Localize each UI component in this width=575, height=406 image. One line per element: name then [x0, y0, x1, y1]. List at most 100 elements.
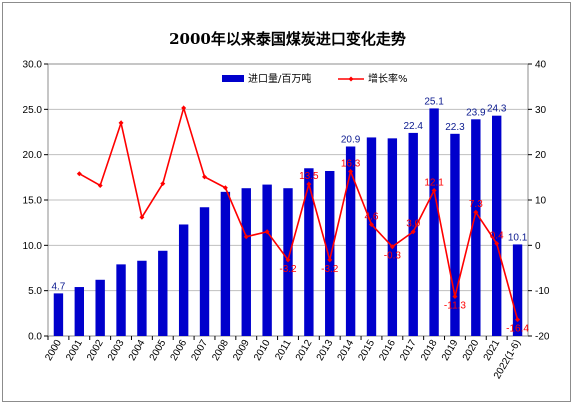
line-data-label: -0.3 — [384, 251, 402, 262]
y2-tick-label: -10 — [535, 286, 550, 297]
x-tick-label: 2020 — [461, 338, 482, 363]
x-tick-label: 2018 — [419, 338, 440, 363]
line-data-label: -16.4 — [506, 324, 529, 335]
line-data-label: -3.2 — [279, 264, 297, 275]
growth-point — [76, 171, 82, 177]
x-tick-label: 2009 — [231, 338, 252, 363]
bar — [450, 133, 460, 336]
y-tick-label: 0.0 — [28, 332, 42, 343]
bar — [429, 108, 439, 336]
bar-data-label: 10.1 — [508, 232, 528, 243]
y2-tick-label: 0 — [535, 241, 541, 252]
x-tick-label: 2010 — [252, 338, 273, 363]
growth-line — [78, 105, 519, 320]
growth-point — [389, 244, 395, 250]
bar — [137, 260, 147, 336]
bar — [408, 132, 418, 336]
x-tick-label: 2005 — [148, 338, 169, 363]
bar — [199, 207, 210, 336]
growth-point — [202, 174, 208, 180]
x-tick-label: 2008 — [210, 338, 231, 363]
growth-point — [181, 105, 187, 111]
bar — [345, 146, 356, 336]
y2-tick-label: 10 — [535, 196, 547, 207]
growth-point — [327, 257, 333, 263]
x-tick-label: 2007 — [189, 338, 210, 363]
line-data-label: 13.5 — [299, 171, 319, 182]
line-data-label: 16.3 — [341, 158, 361, 169]
legend-line-label: 增长率% — [368, 72, 408, 85]
growth-point — [243, 234, 249, 240]
x-tick-label: 2013 — [315, 338, 336, 363]
bar — [74, 287, 84, 336]
bar — [512, 244, 523, 336]
y2-tick-label: 20 — [535, 150, 547, 161]
bar — [471, 119, 481, 336]
bar — [53, 293, 64, 336]
growth-point — [348, 168, 354, 174]
x-tick-label: 2000 — [43, 338, 64, 363]
bar-data-label: 4.7 — [51, 281, 65, 292]
growth-point — [452, 294, 458, 300]
bar-data-label: 22.4 — [403, 121, 423, 132]
growth-point — [515, 317, 521, 323]
y-tick-label: 30.0 — [23, 60, 43, 71]
x-tick-label: 2003 — [106, 338, 127, 363]
line-data-label: -3.2 — [321, 264, 339, 275]
line-data-label: 4.6 — [365, 211, 379, 222]
x-tick-label: 2016 — [377, 338, 398, 363]
growth-point — [368, 221, 374, 227]
growth-point — [285, 257, 291, 263]
bar-data-label: 24.3 — [487, 104, 507, 115]
growth-point — [306, 181, 312, 187]
x-tick-label: 2015 — [356, 338, 377, 363]
growth-point — [431, 187, 437, 193]
bar — [387, 138, 398, 336]
growth-point — [473, 209, 479, 215]
x-tick-label: 2001 — [64, 338, 85, 363]
bar — [492, 115, 502, 337]
growth-point — [410, 229, 416, 235]
growth-point — [97, 182, 103, 188]
y-tick-label: 20.0 — [23, 150, 43, 161]
x-tick-label: 2019 — [440, 338, 461, 363]
bar — [220, 191, 231, 336]
x-tick-label: 2004 — [127, 338, 148, 363]
legend-line-marker — [348, 76, 354, 82]
bar — [178, 224, 189, 336]
bar — [95, 279, 105, 336]
y-tick-label: 15.0 — [23, 196, 43, 207]
y2-tick-label: -20 — [535, 332, 550, 343]
line-data-label: -11.3 — [444, 301, 466, 312]
bar — [262, 184, 272, 336]
bar-data-label: 20.9 — [341, 135, 361, 146]
y2-tick-label: 40 — [535, 60, 547, 71]
growth-point — [264, 229, 270, 235]
bar — [158, 250, 168, 336]
growth-point — [139, 214, 145, 220]
x-tick-label: 2012 — [294, 338, 315, 363]
bar — [366, 137, 377, 336]
growth-point — [118, 120, 124, 126]
line-data-label: 7.3 — [469, 199, 483, 210]
bar — [325, 170, 335, 336]
bar-data-label: 25.1 — [424, 96, 444, 107]
y-tick-label: 25.0 — [23, 105, 43, 116]
growth-point — [494, 241, 500, 247]
legend-bar-label: 进口量/百万吨 — [248, 72, 311, 85]
x-tick-label: 2021 — [482, 338, 503, 363]
x-tick-label: 2011 — [273, 338, 293, 363]
chart-title: 2000年以来泰国煤炭进口变化走势 — [169, 30, 406, 48]
y-tick-label: 10.0 — [23, 241, 43, 252]
line-data-label: 0.4 — [490, 231, 504, 242]
x-tick-label: 2006 — [169, 338, 190, 363]
bar-data-label: 22.3 — [445, 122, 465, 133]
x-tick-label: 2017 — [398, 338, 419, 363]
y2-tick-label: 30 — [535, 105, 547, 116]
bar-data-label: 23.9 — [466, 107, 486, 118]
bar — [116, 264, 126, 336]
line-data-label: 3.0 — [406, 219, 420, 230]
bar — [241, 188, 251, 336]
line-data-label: 12.1 — [424, 177, 444, 188]
bar — [304, 168, 314, 336]
